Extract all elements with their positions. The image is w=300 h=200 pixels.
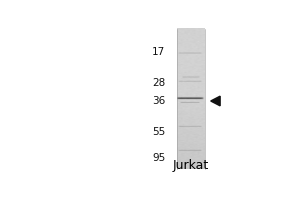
Text: 36: 36 [152,96,165,106]
Text: 55: 55 [152,127,165,137]
Text: 17: 17 [152,47,165,57]
Text: 28: 28 [152,78,165,88]
Polygon shape [211,96,220,106]
Text: Jurkat: Jurkat [173,159,209,172]
Text: 95: 95 [152,153,165,163]
